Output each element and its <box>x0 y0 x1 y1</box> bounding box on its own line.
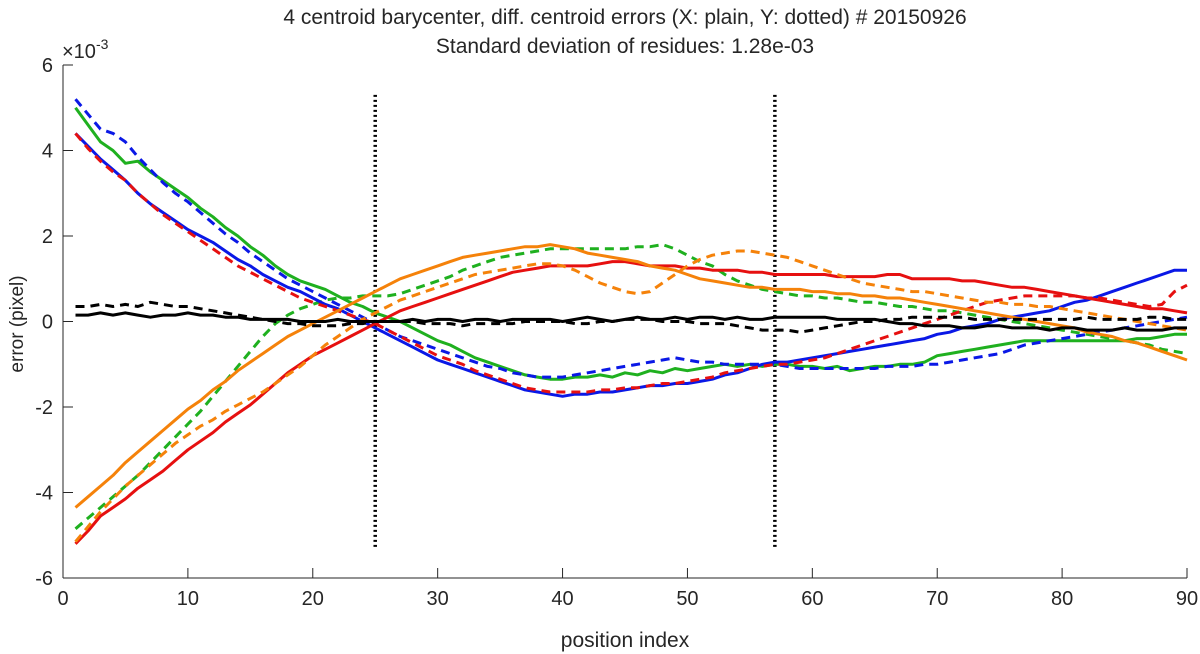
x-tick-label: 30 <box>427 588 449 610</box>
x-tick-label: 0 <box>57 588 68 610</box>
x-tick-label: 60 <box>801 588 823 610</box>
chart-title: 4 centroid barycenter, diff. centroid er… <box>283 6 966 29</box>
y-tick-label: 2 <box>42 226 53 248</box>
x-tick-label: 10 <box>177 588 199 610</box>
y-tick-label: 4 <box>42 141 53 163</box>
y-tick-label: -6 <box>35 568 53 590</box>
series-line-red-y <box>74 132 1188 394</box>
x-tick-label: 80 <box>1051 588 1073 610</box>
series-line-orange-y <box>74 249 1188 543</box>
x-tick-label: 40 <box>551 588 573 610</box>
series-line-orange-x <box>74 243 1188 509</box>
series-line-black-y <box>75 300 1187 334</box>
y-tick-label: 0 <box>42 312 53 334</box>
y-axis-label: error (pixel) <box>7 275 28 372</box>
x-axis-label: position index <box>561 629 690 652</box>
y-tick-label: -2 <box>35 397 53 419</box>
plot-area: 0 10 20 30 40 50 60 70 80 90 -6 -4 -2 0 2 4 6 <box>35 55 1198 610</box>
chart-subtitle: Standard deviation of residues: 1.28e-03 <box>436 35 814 58</box>
y-exponent-power: -3 <box>96 36 109 52</box>
x-tick-label: 50 <box>676 588 698 610</box>
y-exponent-label: ×10-3 <box>62 36 109 63</box>
x-tick-label: 20 <box>302 588 324 610</box>
series-line-blue-x <box>74 132 1187 398</box>
y-tick-label: -4 <box>35 483 53 505</box>
series-line-blue-y <box>74 98 1188 379</box>
x-tick-label: 90 <box>1176 588 1198 610</box>
series-line-red-x <box>74 260 1188 545</box>
y-tick-label: 6 <box>42 55 53 77</box>
y-exponent-base: ×10 <box>62 41 96 63</box>
x-tick-label: 70 <box>926 588 948 610</box>
series-line-green-x <box>74 106 1187 381</box>
